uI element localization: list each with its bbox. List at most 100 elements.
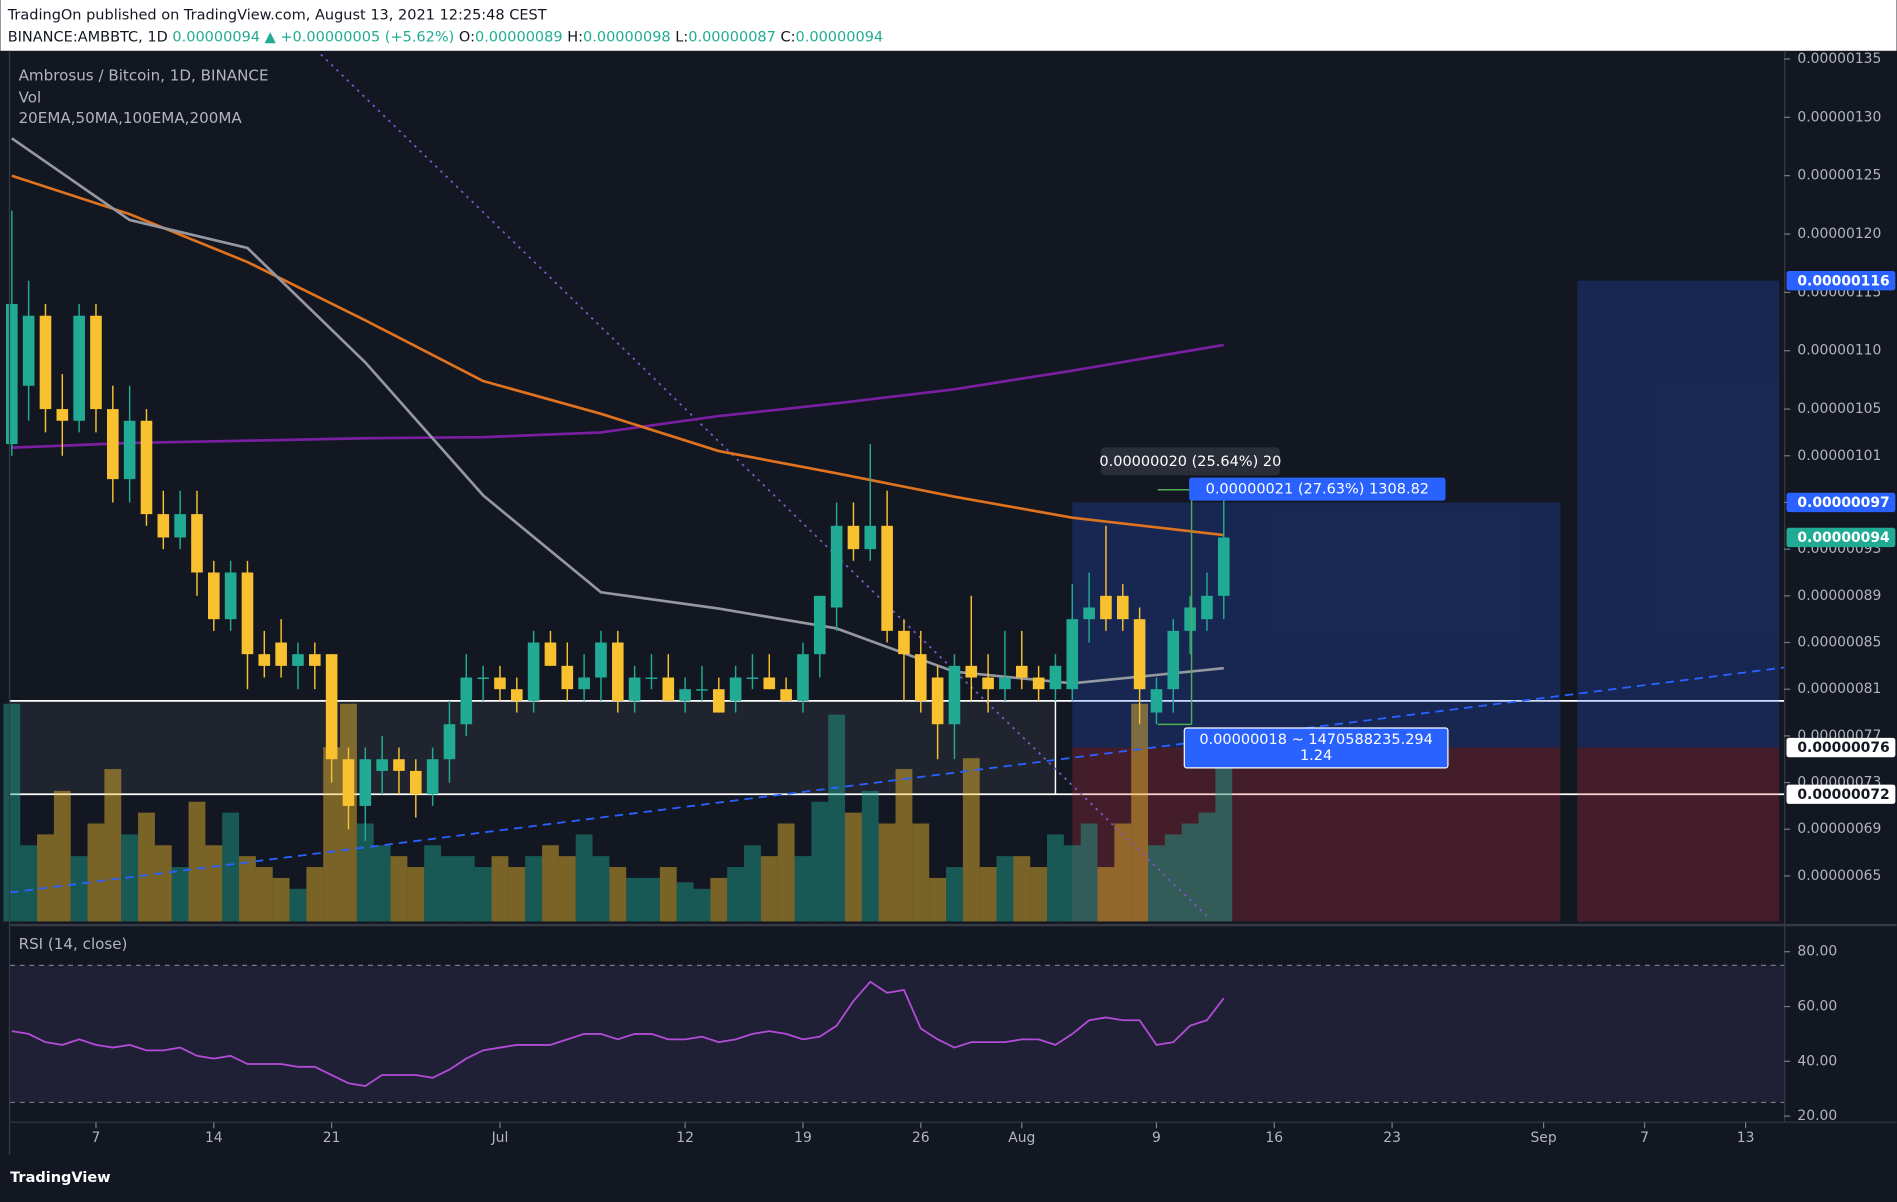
candle-body (1217, 537, 1230, 596)
price-label: 0.00000094 (1797, 530, 1890, 546)
candle-body (258, 654, 271, 666)
volume-bar (1030, 867, 1048, 922)
x-tick-label: 19 (794, 1130, 812, 1146)
volume-bar (659, 867, 677, 922)
volume-bar (104, 769, 122, 922)
candle-body (763, 677, 776, 690)
x-tick-label: 16 (1265, 1130, 1283, 1146)
candle-body (712, 689, 725, 713)
volume-bar (1097, 867, 1115, 922)
volume-bar (373, 845, 391, 922)
price-axis: 0.00000135 0.00000130 0.00000125 0.00000120… (1784, 51, 1896, 1124)
candle-body (460, 677, 473, 725)
moving-average (11, 343, 1224, 449)
volume-bar (171, 867, 189, 922)
target-zone (1577, 280, 1780, 748)
volume-bar (710, 877, 728, 922)
x-tick-label: Jul (491, 1130, 509, 1146)
volume-bar (878, 823, 896, 922)
header-field: BINANCE:AMBBTC, 1D (8, 29, 168, 45)
candle-body (999, 677, 1011, 690)
volume-bar (643, 877, 660, 922)
volume-bar (239, 856, 256, 922)
candle-body (510, 689, 523, 701)
header-field: 0.00000094 (796, 29, 884, 45)
candle-body (628, 677, 641, 701)
candle-body (982, 677, 994, 690)
candle-body (409, 770, 422, 795)
volume-bar (1114, 823, 1132, 922)
volume-bar (626, 877, 644, 922)
header-band (0, 0, 1897, 51)
price-label-box (1786, 527, 1896, 548)
candle-body (914, 654, 927, 701)
candle-body (292, 654, 304, 666)
price-label-box (1786, 784, 1896, 804)
candle-body (679, 689, 691, 701)
candle-body (494, 677, 506, 690)
candle-body (611, 642, 624, 701)
header-field: H: (567, 29, 583, 45)
candle-body (898, 630, 910, 655)
volume-bar (474, 867, 492, 922)
volume-bar (1013, 856, 1031, 922)
y-tick-label: 0.00000110 (1797, 343, 1881, 359)
volume-bar (845, 812, 862, 922)
rsi-pane (10, 964, 1785, 1104)
brand: TradingView (10, 1170, 110, 1186)
y-tick-label: 0.00000105 (1797, 401, 1881, 417)
candle-body (1167, 630, 1180, 690)
rsi-tick-label: 80.00 (1797, 944, 1837, 960)
volume-bar (558, 856, 576, 922)
volume-bar (794, 856, 812, 922)
volume-bar (1063, 845, 1081, 922)
candle-body (965, 665, 978, 678)
price-label-box (1786, 492, 1896, 513)
candle-body (1201, 595, 1213, 620)
moving-averages (11, 137, 1224, 685)
candle-body (56, 409, 69, 421)
volume-bar (1198, 812, 1216, 922)
stop-zone (1072, 747, 1561, 922)
volume-bar (542, 845, 559, 922)
volume-bar (861, 790, 879, 922)
header-field: L: (675, 29, 688, 45)
volume-bar (255, 867, 273, 922)
rsi-tick-label: 60.00 (1797, 999, 1837, 1015)
volume-bar (525, 856, 543, 922)
volume-bar (895, 769, 913, 922)
volume-bar (87, 823, 105, 922)
candle-body (376, 759, 388, 771)
candle-body (191, 514, 203, 573)
candle-body (477, 677, 489, 679)
candle-body (6, 304, 18, 445)
volume-bar (20, 845, 38, 922)
candle-body (325, 654, 338, 760)
price-label-box (1786, 271, 1896, 291)
volume-bar (188, 801, 206, 922)
legend-indicators: 20EMA,50MA,100EMA,200MA (19, 109, 243, 127)
volume-bar (205, 845, 223, 922)
volume-bar (508, 867, 526, 922)
x-tick-label: 9 (1152, 1130, 1161, 1146)
volume-bar (811, 801, 829, 922)
x-tick-label: 7 (92, 1130, 101, 1146)
volume-bar (1148, 845, 1165, 922)
candle-body (645, 677, 658, 679)
x-tick-label: 14 (205, 1130, 223, 1146)
volume-bar (744, 845, 761, 922)
candle-body (830, 525, 843, 608)
volume-bar (676, 882, 694, 922)
volume-bar (1215, 758, 1233, 922)
x-tick-label: Sep (1531, 1130, 1557, 1146)
x-tick-label: 26 (912, 1130, 930, 1146)
volume-bar (1131, 703, 1149, 922)
candle-body (174, 514, 186, 538)
target-box (1189, 477, 1446, 501)
candle-body (696, 689, 708, 691)
candle-body (208, 572, 220, 620)
volume-bar (912, 823, 930, 922)
candle-body (1184, 607, 1196, 631)
candle-body (308, 654, 321, 666)
